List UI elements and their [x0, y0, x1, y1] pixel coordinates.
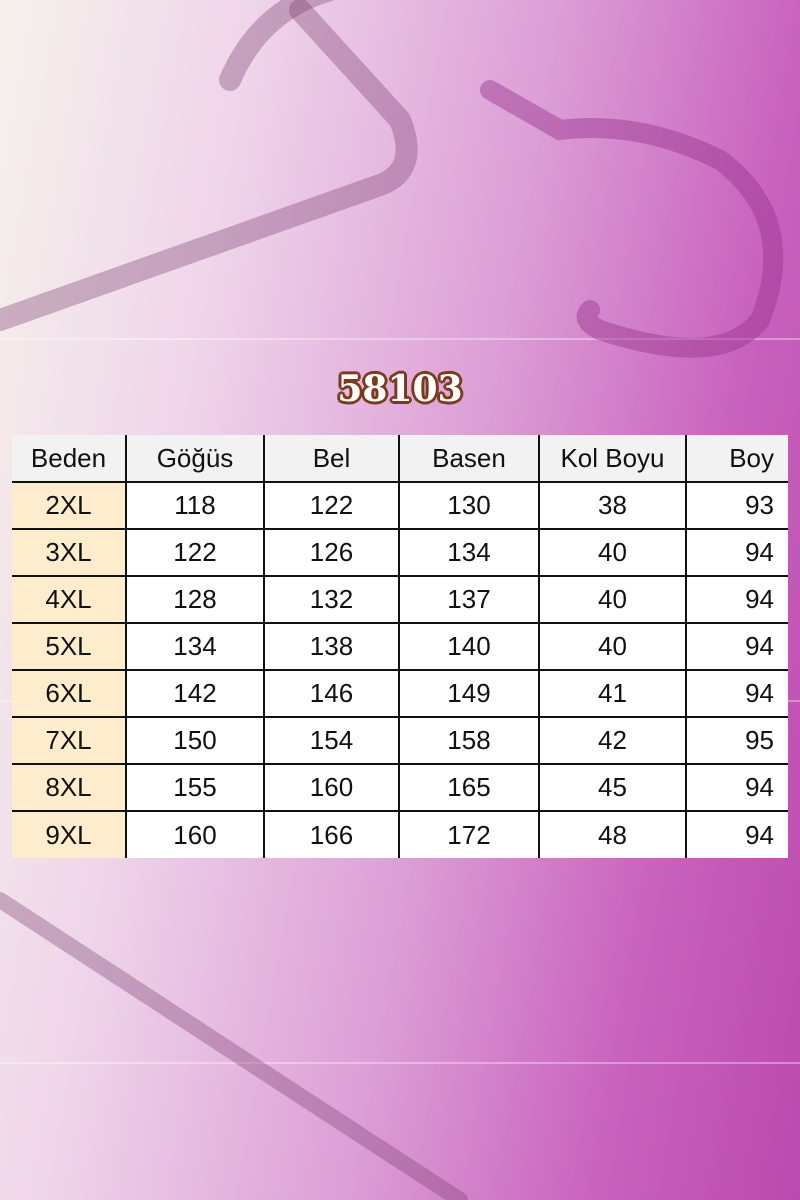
cell-gogus: 155	[125, 763, 265, 812]
table-row: 8XL 155 160 165 45 94	[12, 763, 788, 812]
cell-gogus: 134	[125, 622, 265, 671]
cell-kol-boyu: 42	[538, 716, 687, 765]
table-row: 3XL 122 126 134 40 94	[12, 528, 788, 577]
cell-boy: 94	[685, 575, 788, 624]
cell-size: 3XL	[12, 528, 127, 577]
cell-boy: 94	[685, 763, 788, 812]
table-row: 5XL 134 138 140 40 94	[12, 622, 788, 671]
cell-basen: 137	[398, 575, 540, 624]
cell-gogus: 128	[125, 575, 265, 624]
table-row: 2XL 118 122 130 38 93	[12, 481, 788, 530]
cell-basen: 158	[398, 716, 540, 765]
header-basen: Basen	[398, 435, 540, 482]
cell-size: 7XL	[12, 716, 127, 765]
cell-gogus: 118	[125, 481, 265, 530]
cell-kol-boyu: 40	[538, 528, 687, 577]
cell-bel: 154	[263, 716, 400, 765]
cell-boy: 93	[685, 481, 788, 530]
size-chart-table: Beden Göğüs Bel Basen Kol Boyu Boy 2XL 11…	[12, 435, 788, 858]
wood-plank-line	[0, 1062, 800, 1064]
cell-kol-boyu: 41	[538, 669, 687, 718]
header-gogus: Göğüs	[125, 435, 265, 482]
cell-bel: 126	[263, 528, 400, 577]
wood-plank-line	[0, 338, 800, 340]
cell-kol-boyu: 40	[538, 622, 687, 671]
cell-boy: 94	[685, 669, 788, 718]
table-row: 4XL 128 132 137 40 94	[12, 575, 788, 624]
cell-basen: 130	[398, 481, 540, 530]
table-row: 7XL 150 154 158 42 95	[12, 716, 788, 765]
cell-bel: 146	[263, 669, 400, 718]
cell-bel: 160	[263, 763, 400, 812]
cell-size: 6XL	[12, 669, 127, 718]
cell-kol-boyu: 48	[538, 810, 687, 858]
table-row: 6XL 142 146 149 41 94	[12, 669, 788, 718]
cell-basen: 149	[398, 669, 540, 718]
product-code-title: 58103	[337, 368, 463, 410]
cell-basen: 134	[398, 528, 540, 577]
cell-boy: 94	[685, 622, 788, 671]
cell-kol-boyu: 40	[538, 575, 687, 624]
cell-kol-boyu: 38	[538, 481, 687, 530]
cell-gogus: 142	[125, 669, 265, 718]
cell-size: 5XL	[12, 622, 127, 671]
cell-bel: 122	[263, 481, 400, 530]
cell-gogus: 150	[125, 716, 265, 765]
cell-gogus: 122	[125, 528, 265, 577]
cell-size: 2XL	[12, 481, 127, 530]
cell-size: 9XL	[12, 810, 127, 858]
cell-basen: 165	[398, 763, 540, 812]
table-row: 9XL 160 166 172 48 94	[12, 810, 788, 858]
cell-boy: 94	[685, 528, 788, 577]
header-bel: Bel	[263, 435, 400, 482]
cell-bel: 132	[263, 575, 400, 624]
cell-bel: 166	[263, 810, 400, 858]
cell-size: 4XL	[12, 575, 127, 624]
cell-boy: 94	[685, 810, 788, 858]
header-kol-boyu: Kol Boyu	[538, 435, 687, 482]
cell-bel: 138	[263, 622, 400, 671]
header-beden: Beden	[12, 435, 127, 482]
cell-boy: 95	[685, 716, 788, 765]
cell-kol-boyu: 45	[538, 763, 687, 812]
cell-gogus: 160	[125, 810, 265, 858]
cell-basen: 140	[398, 622, 540, 671]
cell-size: 8XL	[12, 763, 127, 812]
table-header-row: Beden Göğüs Bel Basen Kol Boyu Boy	[12, 435, 788, 482]
cell-basen: 172	[398, 810, 540, 858]
header-boy: Boy	[685, 435, 788, 482]
